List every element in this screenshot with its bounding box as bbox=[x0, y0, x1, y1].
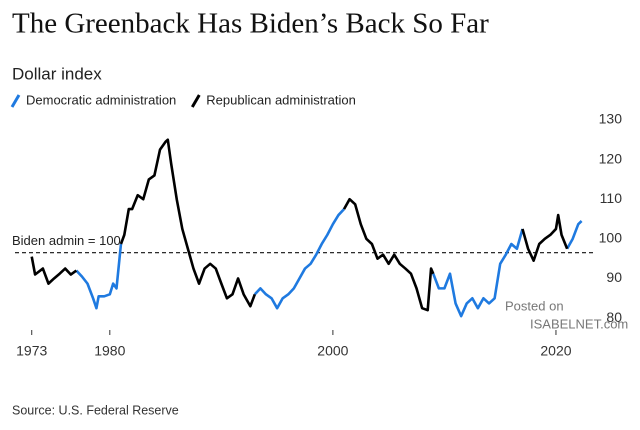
y-tick-label: 120 bbox=[599, 150, 623, 166]
x-tick-label: 1980 bbox=[94, 343, 125, 359]
y-tick-label: 110 bbox=[600, 190, 623, 206]
chart-subtitle: Dollar index bbox=[12, 64, 102, 83]
series-line bbox=[75, 208, 583, 318]
source: Source: U.S. Federal Reserve bbox=[12, 403, 179, 417]
annotation: Biden admin = 100 bbox=[12, 233, 121, 248]
legend-swatch bbox=[10, 94, 21, 108]
series-line bbox=[30, 138, 569, 312]
watermark: ISABELNET.com bbox=[530, 316, 628, 331]
y-tick-label: 80 bbox=[606, 309, 622, 325]
x-tick-label: 2020 bbox=[540, 343, 571, 359]
chart-title: The Greenback Has Biden’s Back So Far bbox=[12, 8, 489, 40]
y-tick-label: 90 bbox=[606, 269, 622, 285]
legend-label: Republican administration bbox=[206, 92, 356, 107]
watermark: Posted on bbox=[505, 298, 564, 313]
y-tick-label: 100 bbox=[599, 230, 623, 246]
legend-swatch bbox=[190, 94, 201, 108]
legend: Democratic administration Republican admi… bbox=[10, 92, 356, 108]
x-tick-label: 1973 bbox=[16, 343, 47, 359]
x-tick-label: 2000 bbox=[317, 343, 348, 359]
y-tick-label: 130 bbox=[599, 111, 623, 127]
legend-label: Democratic administration bbox=[26, 92, 176, 107]
